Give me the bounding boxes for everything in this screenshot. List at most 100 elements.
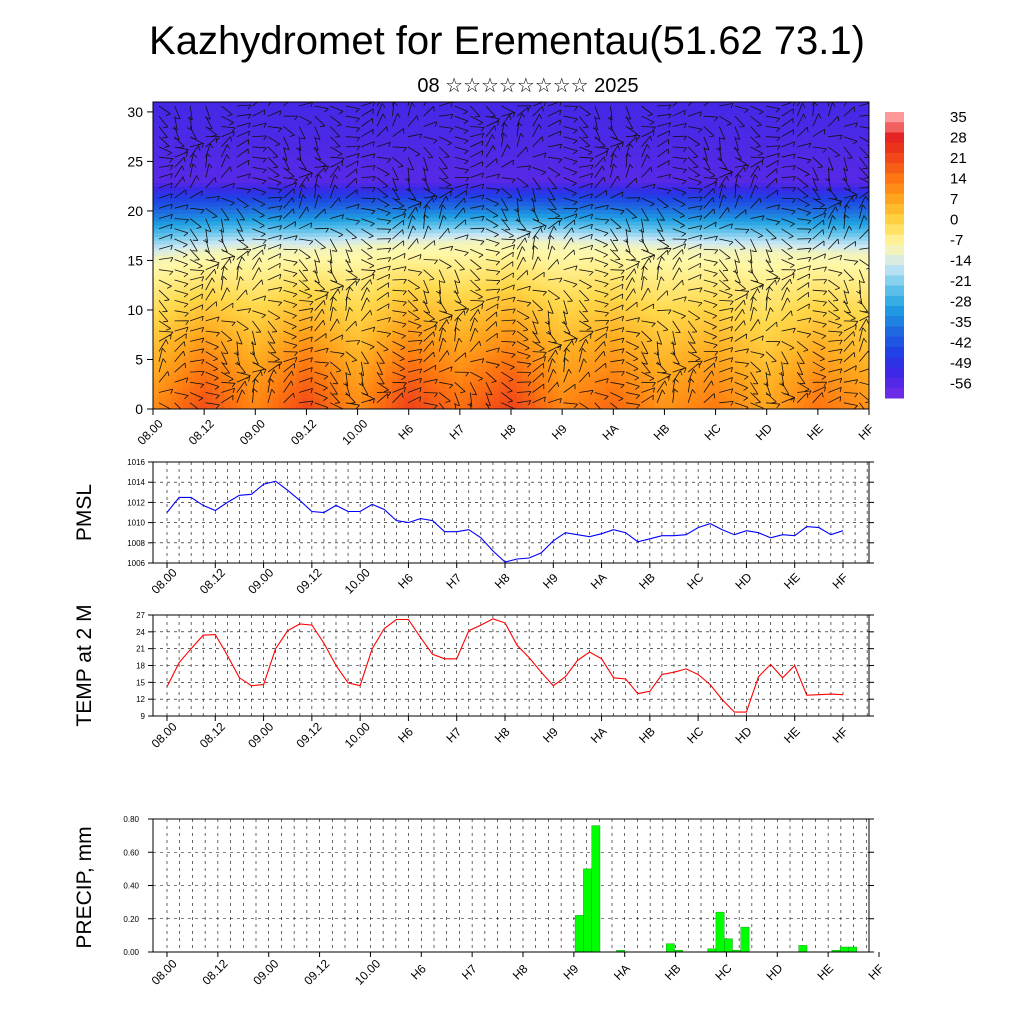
heatmap-cell [493,205,500,211]
heatmap-cell [153,243,160,249]
heatmap-cell [373,320,381,326]
heatmap-cell [516,232,524,237]
heatmap-cell [153,297,160,303]
heatmap-cell [164,355,172,360]
heatmap-cell [343,102,351,107]
heatmap-cell [445,267,452,272]
heatmap-cell [343,148,351,153]
heatmap-cell [290,159,297,164]
heatmap-cell [349,205,357,211]
heatmap-cell [361,320,369,326]
heatmap-cell [487,355,494,360]
heatmap-cell [314,355,321,360]
heatmap-cell [236,332,244,337]
heatmap-cell [302,382,309,387]
heatmap-cell [355,247,363,253]
heatmap-cell [433,347,440,353]
heatmap-cell [314,366,321,372]
heatmap-cell [182,267,190,272]
heatmap-cell [433,366,440,372]
heatmap-cell [308,159,315,164]
heatmap-cell [218,343,226,349]
heatmap-cell [457,313,464,318]
heatmap-cell [379,178,387,184]
heatmap-cell [397,339,405,345]
heatmap-cell [194,324,202,330]
heatmap-cell [278,343,285,349]
heatmap-cell [403,385,411,391]
heatmap-cell [296,121,303,126]
heatmap-cell [272,163,279,168]
heatmap-cell [475,197,482,203]
heatmap-cell [254,186,261,191]
heatmap-cell [164,290,172,295]
heatmap-cell [439,305,446,310]
heatmap-cell [343,263,351,268]
heatmap-cell [397,301,405,306]
heatmap-cell [349,309,357,314]
heatmap-cell [409,109,417,115]
heatmap-cell [272,140,279,145]
heatmap-cell [397,217,405,222]
heatmap-cell [367,102,375,107]
heatmap-cell [302,182,309,188]
heatmap-cell [254,205,261,211]
heatmap-cell [320,125,327,130]
heatmap-cell [176,128,184,134]
heatmap-cell [355,351,363,356]
heatmap-cell [415,274,423,280]
heatmap-cell [296,232,303,237]
heatmap-cell [266,197,273,203]
heatmap-cell [367,393,375,399]
heatmap-cell [445,293,452,299]
heatmap-cell [308,148,315,153]
heatmap-cell [194,332,202,337]
heatmap-cell [439,144,446,149]
heatmap-cell [481,232,488,237]
heatmap-cell [308,205,315,211]
heatmap-cell [224,228,232,234]
heatmap-cell [516,324,524,330]
heatmap-cell [320,374,327,379]
heatmap-cell [397,351,405,356]
heatmap-cell [320,251,327,257]
heatmap-cell [212,182,220,188]
heatmap-cell [463,240,470,245]
heatmap-cell [463,309,470,314]
heatmap-cell [284,263,291,268]
heatmap-cell [367,251,375,257]
heatmap-cell [254,144,261,149]
heatmap-cell [320,171,327,176]
heatmap-cell [254,167,261,172]
heatmap-cell [391,217,399,222]
heatmap-cell [516,370,524,376]
heatmap-cell [308,355,315,360]
heatmap-cell [475,209,482,214]
heatmap-cell [320,186,327,191]
heatmap-cell [254,197,261,203]
heatmap-cell [516,270,524,276]
heatmap-cell [409,393,417,399]
heatmap-cell [349,366,357,372]
heatmap-cell [481,224,488,230]
heatmap-cell [242,121,250,126]
heatmap-cell [332,355,339,360]
heatmap-cell [158,148,166,153]
heatmap-cell [188,362,196,368]
heatmap-cell [481,144,488,149]
heatmap-cell [355,251,363,257]
heatmap-cell [302,339,309,345]
heatmap-cell [349,293,357,299]
heatmap-cell [290,343,297,349]
heatmap-cell [153,163,160,168]
heatmap-cell [272,347,279,353]
heatmap-cell [272,109,279,115]
heatmap-cell [296,255,303,260]
heatmap-cell [516,339,524,345]
heatmap-cell [194,385,202,391]
heatmap-cell [326,190,333,195]
heatmap-cell [284,220,291,226]
heatmap-cell [224,339,232,345]
heatmap-cell [493,339,500,345]
